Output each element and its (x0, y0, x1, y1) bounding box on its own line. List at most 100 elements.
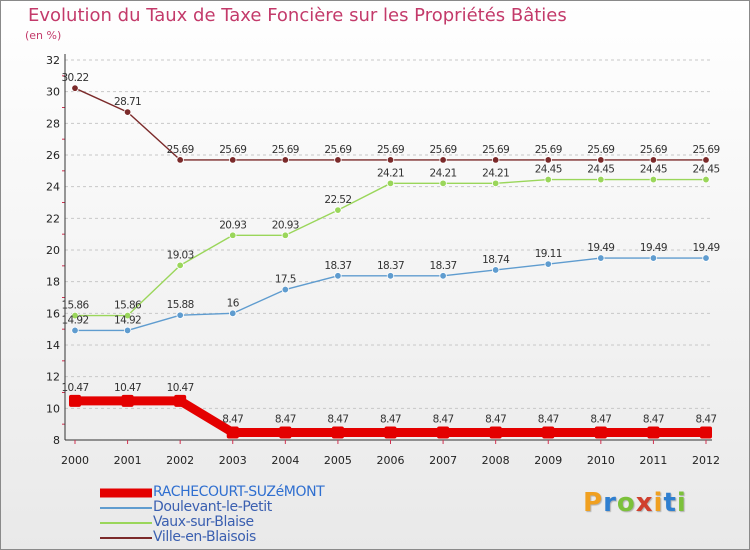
data-point (281, 231, 290, 239)
data-label: 10.47 (61, 382, 88, 394)
gridlines (65, 59, 712, 441)
x-tick-label: 2003 (219, 454, 247, 467)
x-tick-label: 2011 (639, 454, 667, 467)
x-tick-label: 2008 (482, 454, 510, 467)
data-label: 25.69 (535, 144, 562, 156)
x-tick-label: 2012 (692, 454, 720, 467)
data-point (229, 156, 237, 164)
data-label: 30.22 (61, 72, 88, 84)
x-tick-label: 2001 (114, 454, 142, 467)
data-label: 24.21 (377, 167, 404, 179)
data-label: 19.49 (640, 242, 667, 254)
x-tick-label: 2002 (166, 454, 194, 467)
data-label: 19.03 (167, 249, 194, 261)
data-point (491, 156, 500, 164)
data-point (123, 311, 132, 320)
y-tick-label: 18 (46, 276, 60, 289)
x-tick-label: 2005 (324, 454, 352, 467)
data-point (123, 326, 132, 335)
data-point (491, 179, 500, 188)
data-label: 24.45 (640, 164, 667, 176)
y-tick-label: 28 (46, 117, 60, 130)
y-tick-label: 10 (46, 402, 60, 415)
data-label: 18.37 (377, 260, 404, 272)
data-point (334, 156, 342, 164)
data-point (69, 394, 81, 407)
y-tick-label: 12 (46, 371, 60, 384)
logo-letter: o (616, 488, 636, 518)
data-label: 14.92 (114, 314, 141, 326)
data-label: 8.47 (538, 414, 559, 426)
data-label: 8.47 (222, 414, 243, 426)
y-tick-label: 8 (53, 434, 60, 447)
data-label: 25.69 (430, 144, 457, 156)
data-point (702, 254, 710, 262)
data-point (649, 156, 658, 164)
data-label: 20.93 (219, 219, 246, 231)
data-label: 8.47 (327, 414, 348, 426)
data-point (71, 326, 79, 335)
data-label: 18.74 (482, 254, 510, 266)
data-label: 8.47 (590, 414, 611, 426)
data-label: 15.86 (61, 300, 89, 312)
chart-title: Evolution du Taux de Taxe Foncière sur l… (28, 5, 567, 26)
data-label: 18.37 (324, 260, 351, 272)
data-point (71, 84, 79, 92)
data-point (597, 156, 605, 164)
data-point (647, 426, 660, 439)
data-point (386, 272, 395, 280)
data-point (700, 426, 712, 439)
data-label: 8.47 (696, 414, 717, 426)
data-label: 8.47 (485, 414, 506, 426)
data-label: 25.69 (692, 144, 719, 156)
x-tick-label: 2004 (271, 454, 299, 467)
data-point (226, 426, 239, 439)
x-tick-label: 2010 (587, 454, 615, 467)
data-point (544, 156, 552, 164)
data-label: 8.47 (643, 414, 664, 426)
logo-letter: x (635, 488, 654, 518)
data-label: 25.69 (377, 144, 404, 156)
data-point (229, 231, 237, 239)
data-label: 24.21 (482, 167, 509, 179)
data-label: 22.52 (324, 194, 351, 206)
data-label: 14.92 (61, 314, 88, 326)
data-point (649, 254, 658, 262)
data-point (649, 175, 658, 184)
y-tick-label: 14 (46, 339, 60, 352)
data-label: 24.45 (535, 164, 562, 176)
axes: 8 10 12 14 16 18 20 22 24 26 28 30 32 2000 2001 2002 200… (46, 54, 720, 467)
data-label: 10.47 (114, 382, 141, 394)
data-point (176, 311, 184, 319)
data-point (176, 156, 184, 164)
data-label: 15.88 (167, 299, 194, 311)
data-point (594, 426, 607, 439)
data-point (279, 426, 292, 439)
x-tick-label: 2000 (61, 454, 89, 467)
data-point (439, 179, 447, 188)
y-tick-label: 32 (46, 54, 60, 67)
logo-letter: i (676, 488, 687, 518)
data-label: 25.69 (324, 144, 351, 156)
data-label: 25.69 (272, 144, 299, 156)
legend-swatch (100, 506, 152, 509)
data-point (597, 254, 605, 262)
data-point (281, 285, 290, 294)
x-tick-label: 2009 (534, 454, 562, 467)
data-point (71, 311, 79, 320)
data-point (123, 108, 132, 116)
data-label: 19.11 (535, 248, 562, 260)
data-label: 25.69 (640, 144, 667, 156)
logo-letter: P (583, 488, 604, 518)
chart-unit-label: (en %) (25, 29, 62, 42)
data-label: 25.69 (587, 144, 614, 156)
data-point (281, 156, 290, 164)
data-point (384, 426, 397, 439)
x-tick-label: 2006 (377, 454, 405, 467)
legend-swatch (100, 488, 152, 497)
data-label: 19.49 (587, 242, 614, 254)
data-point (702, 156, 710, 164)
data-point (544, 175, 552, 184)
data-label: 18.37 (430, 260, 457, 272)
